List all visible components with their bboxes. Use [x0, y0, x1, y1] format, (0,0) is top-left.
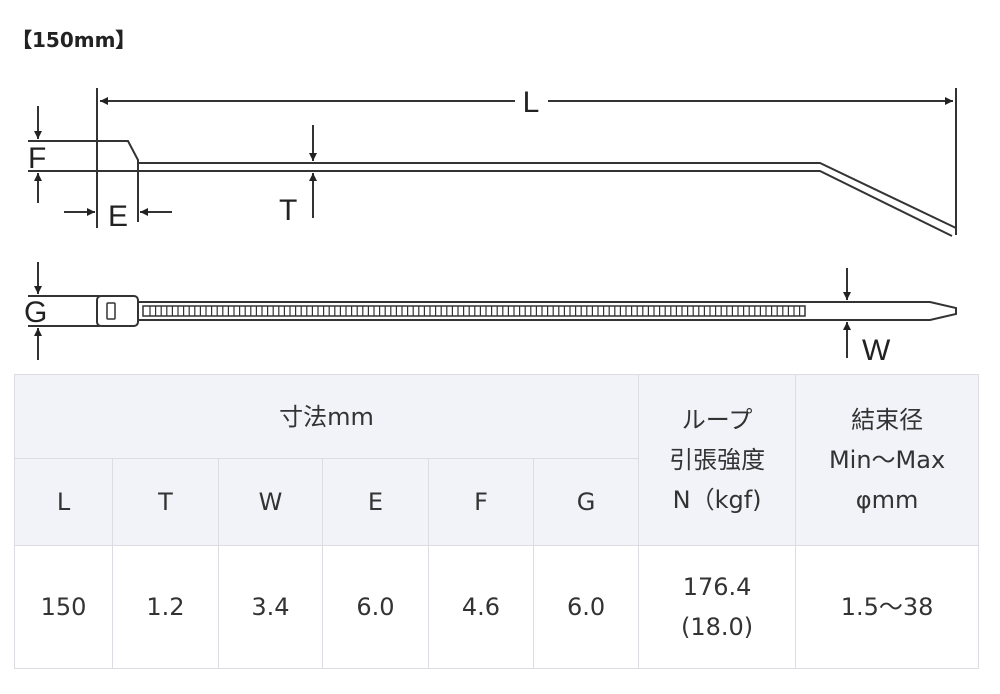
header-dimensions: 寸法mm: [13, 374, 640, 459]
header-W: W: [218, 458, 323, 546]
header-bundle-diameter: 結束径 Min～Max φmm: [795, 374, 980, 546]
header-line: ループ: [681, 406, 753, 434]
label-L: L: [523, 86, 540, 119]
cell-F: 4.6: [428, 545, 534, 669]
page-title: 【150mm】: [12, 28, 136, 52]
label-E: E: [108, 200, 128, 233]
header-line: 結束径: [851, 406, 924, 434]
header-line: N（kgf): [672, 486, 762, 514]
cell-loop-strength: 176.4 (18.0): [638, 545, 797, 669]
header-loop-tensile-strength: ループ 引張強度 N（kgf): [638, 374, 797, 546]
header-T: T: [112, 458, 219, 546]
cell-E: 6.0: [322, 545, 429, 669]
cell-diameter: 1.5～38: [795, 545, 980, 669]
header-L: L: [14, 458, 113, 546]
header-F: F: [428, 458, 534, 546]
label-T: T: [279, 194, 297, 227]
cell-T: 1.2: [112, 545, 219, 669]
header-line: φmm: [855, 486, 919, 514]
header-line: Min～Max: [828, 446, 946, 474]
header-G: G: [532, 458, 640, 546]
label-W: W: [862, 334, 891, 367]
label-F: F: [28, 142, 46, 175]
cell-G: 6.0: [532, 545, 640, 669]
label-G: G: [24, 296, 47, 329]
value-newton: 176.4: [682, 573, 752, 601]
header-line: 引張強度: [669, 446, 766, 474]
table-row: 150 1.2 3.4 6.0 4.6 6.0 176.4 (18.0) 1.5…: [14, 545, 980, 669]
spec-table: 寸法mm ループ 引張強度 N（kgf) 結束径 Min～Max φmm L T…: [13, 374, 980, 669]
cell-L: 150: [14, 545, 113, 669]
header-E: E: [322, 458, 429, 546]
value-kgf: (18.0): [680, 613, 754, 641]
cable-tie-diagram: L F E T G W: [24, 86, 957, 367]
cell-W: 3.4: [218, 545, 323, 669]
